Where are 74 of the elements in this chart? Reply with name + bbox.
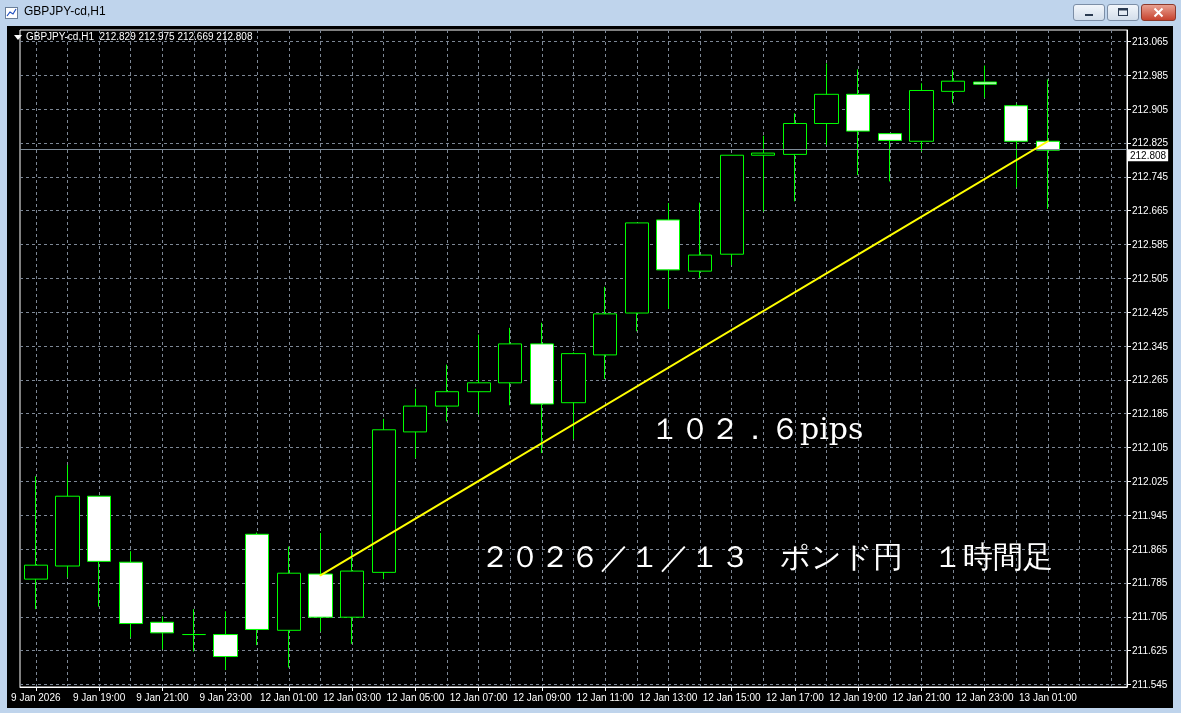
candlestick (308, 532, 333, 633)
y-tick-label: 212.105 (1132, 442, 1169, 454)
x-tick-label: 12 Jan 23:00 (955, 691, 1015, 703)
y-tick-label: 211.945 (1132, 509, 1168, 521)
candlestick (213, 610, 238, 671)
chart-title: GBPJPY-cd,H1 (24, 3, 106, 19)
x-tick-label: 9 Jan 19:00 (72, 691, 126, 703)
candlestick (435, 364, 459, 422)
candlestick (24, 475, 48, 610)
candlestick (87, 495, 111, 608)
x-tick-label: 12 Jan 15:00 (702, 691, 761, 703)
y-tick-label: 212.985 (1132, 69, 1169, 81)
candlestick (783, 112, 807, 202)
candlestick (119, 550, 143, 638)
candlestick (909, 82, 934, 152)
x-tick-label: 12 Jan 19:00 (829, 691, 888, 703)
candlestick (403, 388, 427, 459)
x-tick-label: 12 Jan 05:00 (386, 691, 445, 703)
x-tick-label: 9 Jan 2026 (11, 691, 61, 703)
candlestick (340, 549, 364, 645)
candlestick (150, 615, 174, 650)
x-tick-label: 12 Jan 07:00 (449, 691, 508, 703)
candlestick (372, 418, 396, 580)
y-tick-label: 212.345 (1132, 340, 1169, 352)
x-tick-label: 12 Jan 17:00 (765, 691, 825, 703)
ref-line-label: 212.808 (1130, 149, 1167, 161)
x-tick-label: 12 Jan 03:00 (323, 691, 382, 703)
candlestick (814, 62, 839, 146)
y-tick-label: 212.825 (1132, 137, 1169, 149)
x-tick-label: 12 Jan 13:00 (639, 691, 698, 703)
candlestick (182, 608, 206, 652)
annotation: １０２．６pips (650, 410, 864, 446)
candlestick (277, 546, 301, 669)
y-tick-label: 211.705 (1132, 611, 1168, 623)
x-tick-label: 12 Jan 11:00 (576, 691, 635, 703)
candlestick (55, 464, 80, 578)
x-tick-label: 9 Jan 21:00 (136, 691, 189, 703)
candlestick (467, 334, 491, 416)
candlestick (593, 286, 617, 380)
candlestick (656, 202, 680, 310)
candlestick (878, 133, 902, 182)
candlestick (751, 135, 775, 212)
candlestick (1004, 103, 1028, 188)
candlestick (625, 222, 649, 332)
candlestick (245, 532, 269, 646)
y-tick-label: 213.065 (1132, 35, 1169, 47)
y-tick-label: 212.185 (1132, 408, 1169, 420)
candlestick (498, 327, 522, 406)
x-tick-label: 12 Jan 01:00 (259, 691, 319, 703)
y-tick-label: 212.025 (1132, 475, 1169, 487)
candlestick (846, 68, 870, 176)
x-tick-label: 13 Jan 01:00 (1019, 691, 1078, 703)
candlestick (688, 202, 712, 279)
candlestick (941, 69, 965, 104)
candlestick (530, 322, 554, 454)
candlestick (720, 154, 744, 266)
x-tick-label: 12 Jan 21:00 (892, 691, 951, 703)
x-tick-label: 9 Jan 23:00 (199, 691, 253, 703)
chart-subtitle: GBPJPY-cd,H1 212.829 212.975 212.669 212.808 (26, 30, 253, 42)
candlestick (561, 351, 586, 440)
y-tick-label: 212.905 (1132, 103, 1169, 115)
y-tick-label: 212.665 (1132, 205, 1169, 217)
y-tick-label: 212.585 (1132, 238, 1169, 250)
y-tick-label: 211.865 (1132, 543, 1168, 555)
y-tick-label: 212.745 (1132, 171, 1169, 183)
y-tick-label: 211.785 (1132, 577, 1168, 589)
x-tick-label: 12 Jan 09:00 (512, 691, 572, 703)
y-tick-label: 212.505 (1132, 272, 1169, 284)
y-tick-label: 211.545 (1132, 678, 1168, 690)
candlestick (973, 65, 997, 99)
annotation: ２０２６／１／１３ ポンド円 １時間足 (480, 538, 1053, 574)
y-tick-label: 211.625 (1132, 645, 1168, 657)
y-tick-label: 212.425 (1132, 306, 1169, 318)
y-tick-label: 212.265 (1132, 374, 1169, 386)
